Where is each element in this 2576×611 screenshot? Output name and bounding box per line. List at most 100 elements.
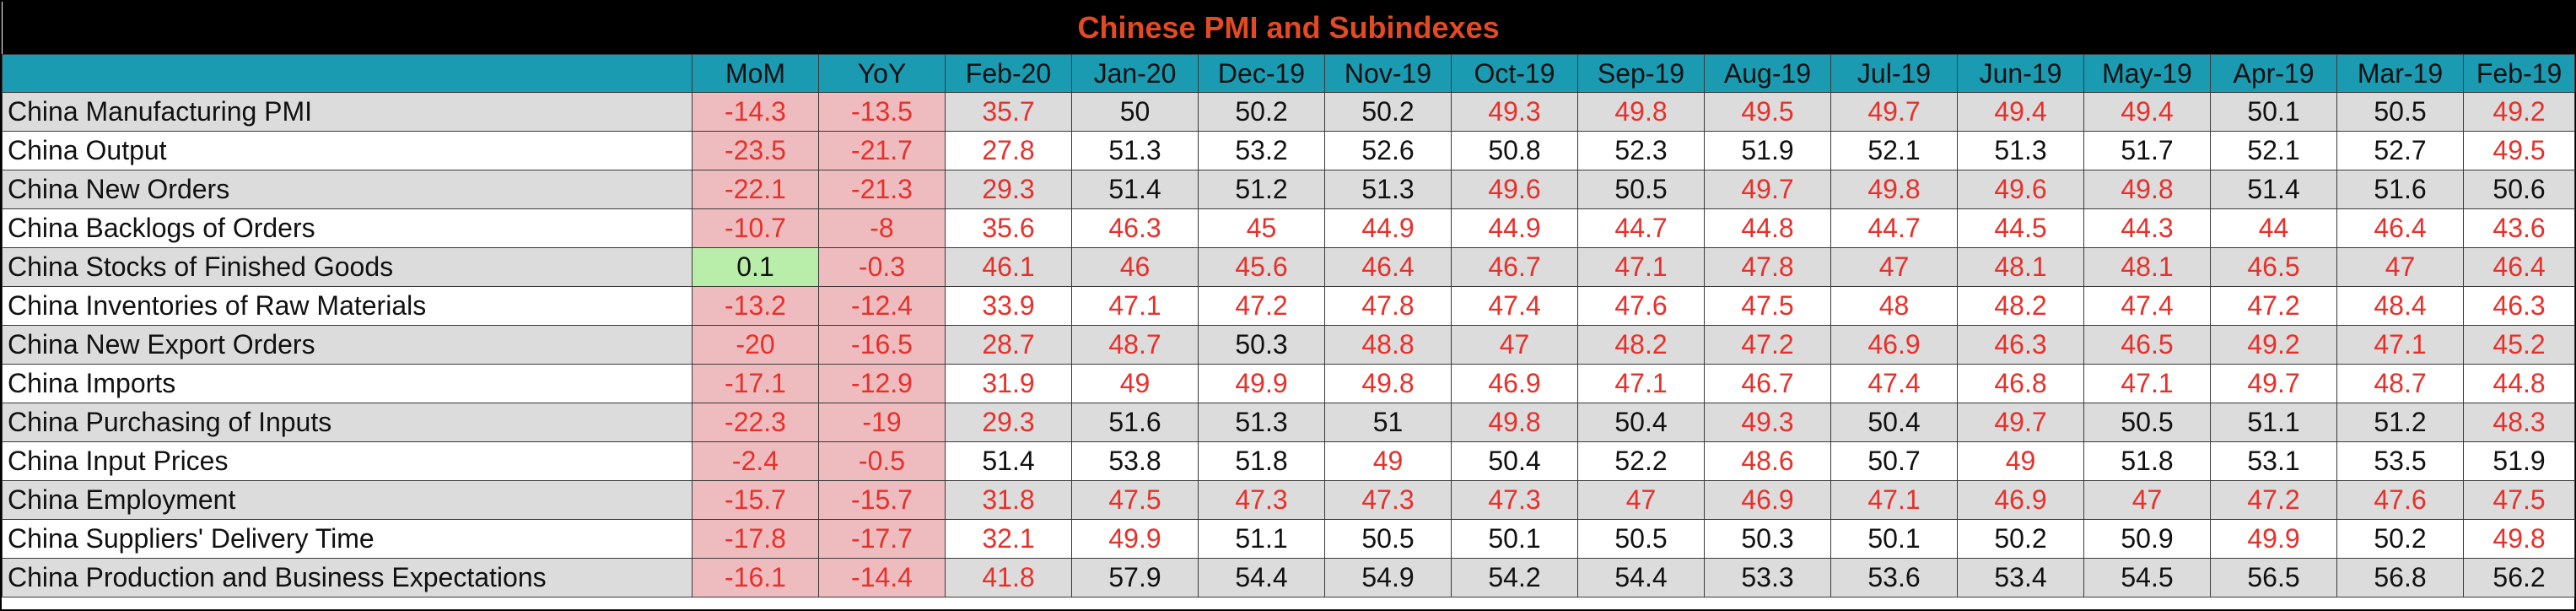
value-cell: 44.3 (2083, 208, 2211, 248)
table-row: China Production and Business Expectatio… (2, 558, 2576, 597)
row-label: China Stocks of Finished Goods (2, 247, 693, 287)
row-label: China Manufacturing PMI (2, 92, 693, 132)
value-cell: 49.9 (2210, 519, 2337, 559)
row-label: China Suppliers' Delivery Time (2, 519, 693, 559)
value-cell: 50.5 (1324, 519, 1452, 559)
yoy-change-cell: -14.4 (818, 558, 946, 597)
value-cell: 47.1 (2083, 364, 2211, 403)
value-cell: 50.9 (2083, 519, 2211, 559)
value-cell: 47.1 (1577, 364, 1705, 403)
value-cell: 49.7 (1704, 170, 1831, 209)
column-header: Jun-19 (1957, 54, 2084, 93)
mom-change-cell: -23.5 (692, 131, 819, 170)
mom-change-cell: -15.7 (692, 480, 819, 520)
value-cell: 51.4 (2210, 170, 2337, 209)
value-cell: 56.8 (2336, 558, 2464, 597)
column-header: Aug-19 (1704, 54, 1831, 93)
row-label: China Production and Business Expectatio… (2, 558, 693, 597)
yoy-change-cell: -0.5 (818, 441, 946, 481)
value-cell: 47.2 (1198, 286, 1325, 326)
value-cell: 49.5 (1704, 92, 1831, 132)
value-cell: 45.2 (2462, 325, 2576, 365)
table-row: China Input Prices -2.4 -0.5 51.4 53.8 51.8 49… (2, 441, 2576, 481)
value-cell: 54.4 (1198, 558, 1325, 597)
table-row: China Imports -17.1 -12.9 31.9 49 49.9 49.8 46.… (2, 364, 2576, 403)
value-cell: 51.2 (1198, 170, 1325, 209)
value-cell: 47 (1451, 325, 1578, 365)
yoy-change-cell: -17.7 (818, 519, 946, 559)
value-cell: 47.5 (1071, 480, 1199, 520)
mom-change-cell: -10.7 (692, 208, 819, 248)
mom-change-cell: 0.1 (692, 247, 819, 287)
value-cell: 49 (1071, 364, 1199, 403)
value-cell: 48.1 (2083, 247, 2211, 287)
value-cell: 51.3 (1324, 170, 1452, 209)
value-cell: 29.3 (945, 403, 1072, 442)
yoy-change-cell: -19 (818, 403, 946, 442)
value-cell: 52.1 (2210, 131, 2337, 170)
mom-change-cell: -17.8 (692, 519, 819, 559)
table-row: China Employment -15.7 -15.7 31.8 47.5 47.3 47… (2, 480, 2576, 520)
value-cell: 47.8 (1324, 286, 1452, 326)
value-cell: 50.2 (2336, 519, 2464, 559)
yoy-change-cell: -12.4 (818, 286, 946, 326)
value-cell: 49.2 (2462, 92, 2576, 132)
yoy-change-cell: -8 (818, 208, 946, 248)
value-cell: 52.6 (1324, 131, 1452, 170)
value-cell: 46.5 (2210, 247, 2337, 287)
value-cell: 47.4 (1451, 286, 1578, 326)
value-cell: 53.5 (2336, 441, 2464, 481)
value-cell: 53.2 (1198, 131, 1325, 170)
value-cell: 49.4 (1957, 92, 2084, 132)
value-cell: 47 (2083, 480, 2211, 520)
value-cell: 51.7 (2083, 131, 2211, 170)
value-cell: 51.1 (1198, 519, 1325, 559)
value-cell: 54.2 (1451, 558, 1578, 597)
value-cell: 50.4 (1451, 441, 1578, 481)
value-cell: 31.9 (945, 364, 1072, 403)
value-cell: 46.3 (1071, 208, 1199, 248)
value-cell: 51.6 (1071, 403, 1199, 442)
value-cell: 53.1 (2210, 441, 2337, 481)
yoy-change-cell: -15.7 (818, 480, 946, 520)
value-cell: 50.8 (1451, 131, 1578, 170)
column-header: Oct-19 (1451, 54, 1578, 93)
value-cell: 53.3 (1704, 558, 1831, 597)
value-cell: 53.4 (1957, 558, 2084, 597)
value-cell: 44.7 (1577, 208, 1705, 248)
value-cell: 47.2 (2210, 480, 2337, 520)
value-cell: 47.1 (1577, 247, 1705, 287)
row-label: China New Orders (2, 170, 693, 209)
column-header: Feb-20 (945, 54, 1072, 93)
row-label: China New Export Orders (2, 325, 693, 365)
column-header: Dec-19 (1198, 54, 1325, 93)
value-cell: 50.5 (1577, 519, 1705, 559)
value-cell: 57.9 (1071, 558, 1199, 597)
value-cell: 33.9 (945, 286, 1072, 326)
value-cell: 52.1 (1830, 131, 1958, 170)
value-cell: 48.7 (1071, 325, 1199, 365)
column-header: Mar-19 (2336, 54, 2464, 93)
value-cell: 47.1 (1071, 286, 1199, 326)
yoy-change-cell: -21.7 (818, 131, 946, 170)
value-cell: 50.5 (2336, 92, 2464, 132)
value-cell: 49.9 (1071, 519, 1199, 559)
column-header: Sep-19 (1577, 54, 1705, 93)
value-cell: 47.5 (1704, 286, 1831, 326)
value-cell: 46.7 (1451, 247, 1578, 287)
value-cell: 50.6 (2462, 170, 2576, 209)
table-row: China New Orders -22.1 -21.3 29.3 51.4 51.2 51… (2, 170, 2576, 209)
value-cell: 47.1 (1830, 480, 1958, 520)
value-cell: 27.8 (945, 131, 1072, 170)
column-header-label (2, 54, 693, 93)
value-cell: 51.8 (2083, 441, 2211, 481)
value-cell: 48.2 (1577, 325, 1705, 365)
value-cell: 47.6 (1577, 286, 1705, 326)
value-cell: 51.9 (2462, 441, 2576, 481)
value-cell: 44.8 (1704, 208, 1831, 248)
value-cell: 44.8 (2462, 364, 2576, 403)
value-cell: 48.7 (2336, 364, 2464, 403)
value-cell: 51.8 (1198, 441, 1325, 481)
value-cell: 44.7 (1830, 208, 1958, 248)
